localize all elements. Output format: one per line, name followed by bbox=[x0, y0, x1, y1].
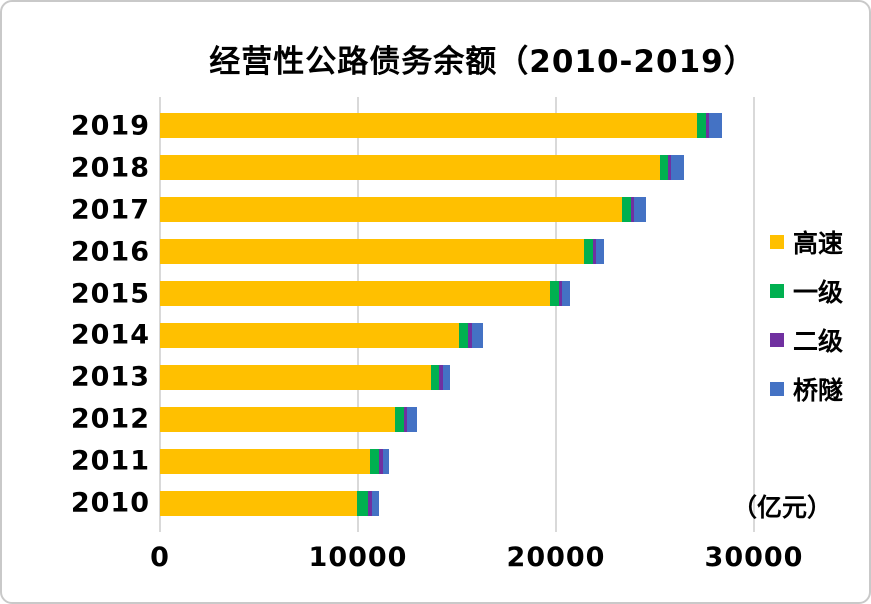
bar-row-2014 bbox=[160, 322, 754, 348]
legend-swatch-class2 bbox=[770, 332, 784, 347]
bar-segment-expressway bbox=[160, 322, 460, 348]
bar-segment-class1 bbox=[659, 155, 668, 181]
bar-segment-expressway bbox=[160, 490, 358, 516]
bar-segment-expressway bbox=[160, 197, 622, 223]
chart-title: 经营性公路债务余额（2010-2019） bbox=[209, 44, 756, 80]
bar-segment-class1 bbox=[459, 322, 469, 348]
gridline bbox=[753, 97, 755, 532]
bar-segment-class2 bbox=[667, 155, 672, 181]
bar-segment-class1 bbox=[430, 364, 440, 390]
x-axis-label: 0 bbox=[150, 542, 170, 573]
legend-swatch-bridge-tunnel bbox=[770, 381, 784, 396]
bar-segment-class2 bbox=[368, 490, 373, 516]
bar-segment-expressway bbox=[160, 281, 551, 307]
x-axis-label: 10000 bbox=[308, 542, 408, 573]
bar-segment-bridge-tunnel bbox=[709, 113, 723, 139]
bar-segment-class2 bbox=[592, 239, 596, 265]
y-axis-label: 2013 bbox=[70, 361, 150, 393]
y-axis-label: 2015 bbox=[70, 278, 150, 310]
bar-segment-bridge-tunnel bbox=[372, 490, 380, 516]
x-axis-label: 20000 bbox=[506, 542, 606, 573]
bar-row-2011 bbox=[160, 448, 754, 474]
y-axis-label: 2010 bbox=[70, 487, 150, 519]
bar-segment-bridge-tunnel bbox=[382, 448, 390, 474]
y-axis-label: 2012 bbox=[70, 403, 150, 435]
bar-row-2012 bbox=[160, 406, 754, 432]
bar-segment-bridge-tunnel bbox=[406, 406, 417, 432]
legend-swatch-expressway bbox=[770, 234, 784, 249]
bar-row-2018 bbox=[160, 155, 754, 181]
bar-segment-class1 bbox=[369, 448, 380, 474]
y-axis-label: 2017 bbox=[70, 194, 150, 226]
bar-segment-class1 bbox=[357, 490, 369, 516]
bar-segment-expressway bbox=[160, 406, 396, 432]
x-axis-label: 30000 bbox=[704, 542, 804, 573]
bar-row-2017 bbox=[160, 197, 754, 223]
y-axis-label: 2019 bbox=[70, 110, 150, 142]
y-axis-label: 2011 bbox=[70, 445, 150, 477]
bar-row-2010 bbox=[160, 490, 754, 516]
bar-segment-class2 bbox=[379, 448, 383, 474]
bar-segment-expressway bbox=[160, 239, 584, 265]
x-axis-labels: 0 10000 20000 30000 bbox=[150, 542, 802, 582]
legend-label: 高速 bbox=[793, 228, 844, 258]
legend-label: 一级 bbox=[793, 277, 844, 307]
y-axis-labels: 2019 2018 2017 2016 2015 2014 2013 2012 2011 2010 bbox=[54, 97, 150, 532]
bar-segment-expressway bbox=[160, 364, 431, 390]
legend-item-class1: 一级 bbox=[770, 266, 869, 315]
bar-segment-class2 bbox=[468, 322, 472, 348]
bar-segment-class2 bbox=[439, 364, 443, 390]
bar-row-2013 bbox=[160, 364, 754, 390]
bar-segment-bridge-tunnel bbox=[442, 364, 451, 390]
bar-segment-bridge-tunnel bbox=[671, 155, 684, 181]
bar-segment-bridge-tunnel bbox=[471, 322, 483, 348]
bar-segment-bridge-tunnel bbox=[561, 281, 571, 307]
bar-segment-class1 bbox=[395, 406, 405, 432]
bar-segment-class2 bbox=[705, 113, 710, 139]
legend-item-class2: 二级 bbox=[770, 315, 869, 364]
y-axis-label: 2016 bbox=[70, 236, 150, 268]
bar-segment-class2 bbox=[631, 197, 634, 223]
bar-segment-bridge-tunnel bbox=[633, 197, 647, 223]
bar-row-2016 bbox=[160, 239, 754, 265]
bar-segment-class1 bbox=[550, 281, 559, 307]
bar-segment-expressway bbox=[160, 113, 698, 139]
bar-row-2015 bbox=[160, 281, 754, 307]
plot-area bbox=[159, 97, 755, 532]
legend-label: 二级 bbox=[793, 326, 844, 356]
legend-label: 桥隧 bbox=[793, 375, 844, 405]
gridline bbox=[555, 97, 557, 532]
bar-segment-class2 bbox=[404, 406, 407, 432]
gridline bbox=[159, 97, 161, 532]
bar-segment-class1 bbox=[621, 197, 632, 223]
legend-item-bridge-tunnel: 桥隧 bbox=[770, 364, 869, 413]
legend-item-expressway: 高速 bbox=[770, 217, 869, 266]
gridline bbox=[357, 97, 359, 532]
y-axis-label: 2014 bbox=[70, 319, 150, 351]
bar-segment-class2 bbox=[558, 281, 562, 307]
bar-segment-bridge-tunnel bbox=[595, 239, 605, 265]
bar-segment-class1 bbox=[583, 239, 593, 265]
bar-row-2019 bbox=[160, 113, 754, 139]
bar-segment-expressway bbox=[160, 155, 660, 181]
legend-swatch-class1 bbox=[770, 283, 784, 298]
bars-layer bbox=[160, 97, 754, 532]
y-axis-label: 2018 bbox=[70, 152, 150, 184]
legend: 高速 一级 二级 桥隧 bbox=[770, 217, 869, 413]
unit-label: （亿元） bbox=[731, 493, 832, 522]
bar-segment-expressway bbox=[160, 448, 370, 474]
bar-segment-class1 bbox=[697, 113, 706, 139]
